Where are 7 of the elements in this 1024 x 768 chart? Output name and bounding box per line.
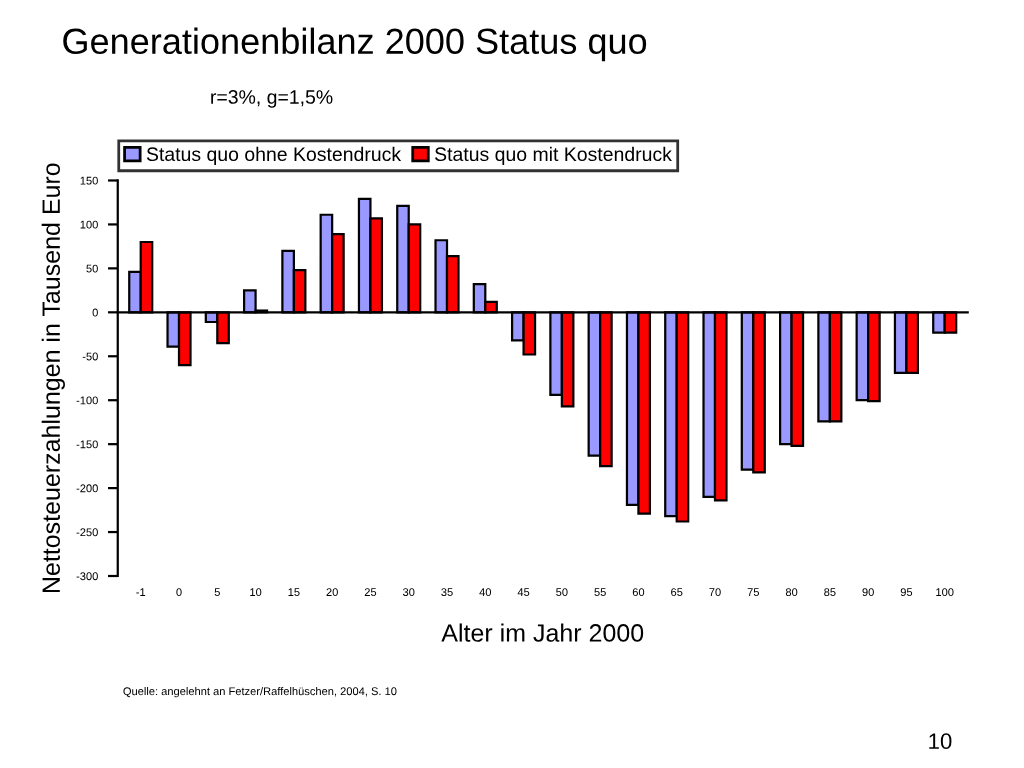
legend-label: Status quo mit Kostendruck: [435, 146, 672, 165]
y-axis-title: Nettosteuerzahlungen in Tausend Euro: [41, 163, 65, 593]
chart-title: Generationenbilanz 2000 Status quo: [63, 27, 647, 62]
x-axis-title: Alter im Jahr 2000: [441, 623, 644, 642]
legend-label: Status quo ohne Kostendruck: [146, 146, 402, 165]
chart-subtitle: r=3%, g=1,5%: [211, 90, 333, 108]
text: 10: [929, 733, 952, 750]
